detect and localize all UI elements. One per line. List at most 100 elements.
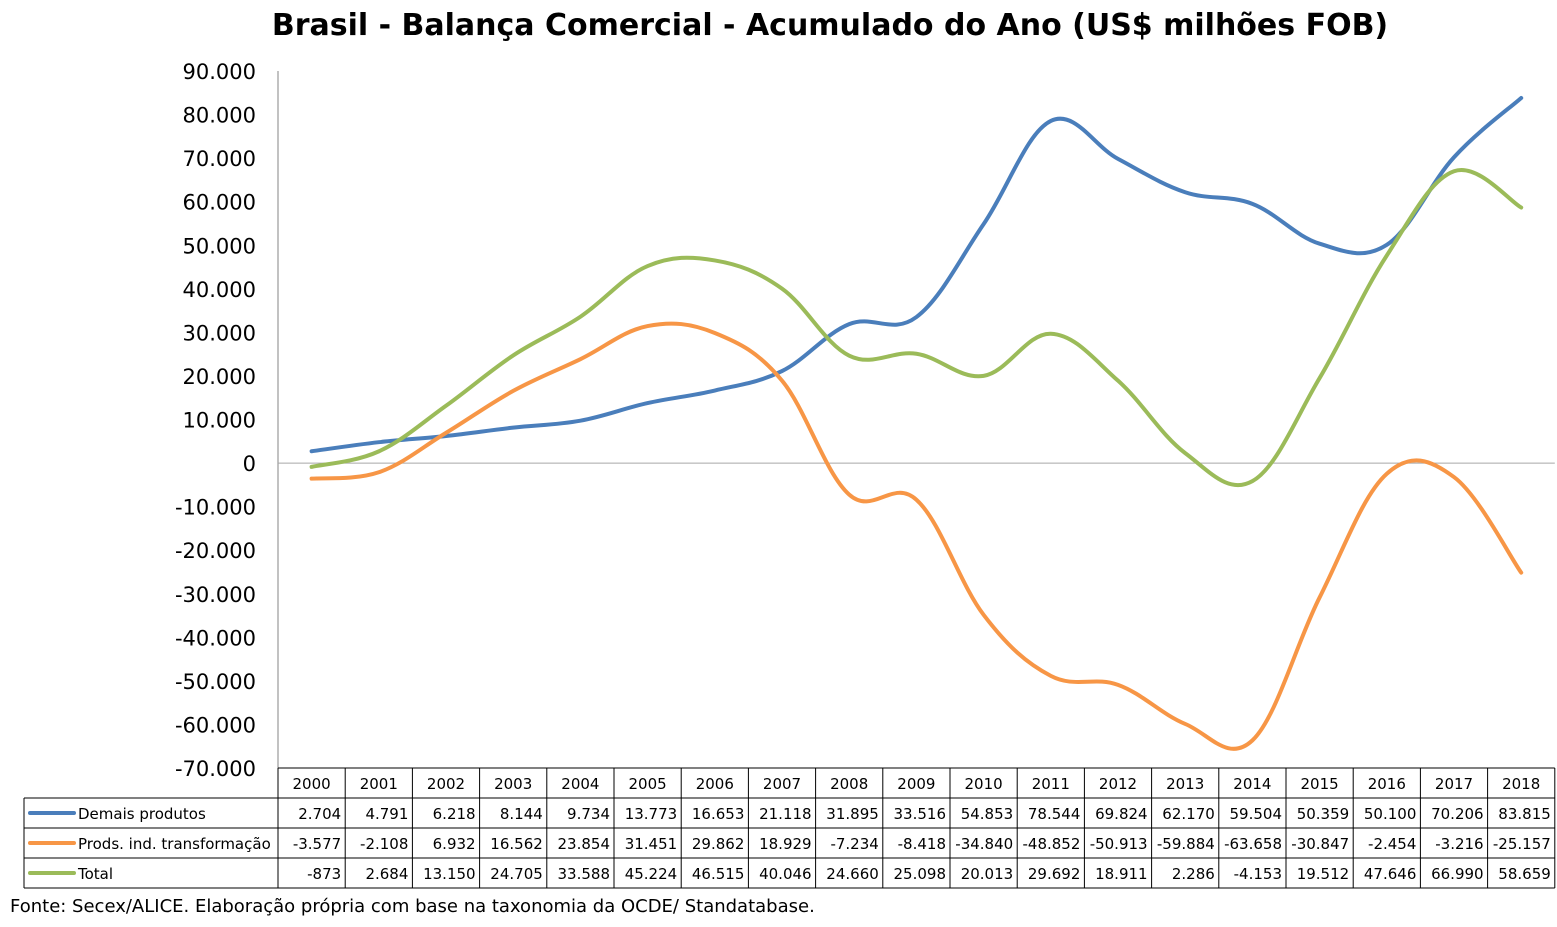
data-label: 23.854 xyxy=(558,835,611,853)
x-tick-label: 2016 xyxy=(1368,775,1406,793)
data-label: 47.646 xyxy=(1364,865,1417,883)
data-label: -25.157 xyxy=(1493,835,1551,853)
x-tick-label: 2013 xyxy=(1166,775,1204,793)
series-line-total xyxy=(309,168,1524,488)
data-label: 20.013 xyxy=(961,865,1014,883)
data-label: 45.224 xyxy=(625,865,678,883)
data-label: -30.847 xyxy=(1291,835,1349,853)
data-label: -4.153 xyxy=(1234,865,1282,883)
x-tick-label: 2000 xyxy=(293,775,331,793)
x-tick-label: 2006 xyxy=(696,775,734,793)
data-label: -34.840 xyxy=(955,835,1013,853)
y-tick-label: -70.000 xyxy=(175,757,256,781)
y-tick-label: -60.000 xyxy=(175,713,256,737)
data-label: 13.773 xyxy=(625,805,678,823)
data-label: 25.098 xyxy=(894,865,947,883)
y-tick-label: -30.000 xyxy=(175,583,256,607)
data-label: 18.911 xyxy=(1095,865,1148,883)
x-tick-label: 2017 xyxy=(1435,775,1473,793)
x-tick-label: 2018 xyxy=(1502,775,1540,793)
y-tick-label: -20.000 xyxy=(175,539,256,563)
data-label: -48.852 xyxy=(1022,835,1080,853)
data-label: 78.544 xyxy=(1028,805,1081,823)
data-label: 29.692 xyxy=(1028,865,1081,883)
data-label: -2.108 xyxy=(360,835,408,853)
data-label: 33.516 xyxy=(894,805,947,823)
data-label: 6.218 xyxy=(433,805,476,823)
data-label: 4.791 xyxy=(365,805,408,823)
x-tick-label: 2008 xyxy=(830,775,868,793)
y-tick-label: -50.000 xyxy=(175,670,256,694)
data-label: 18.929 xyxy=(759,835,812,853)
x-tick-label: 2007 xyxy=(763,775,801,793)
data-label: -873 xyxy=(307,865,341,883)
data-label: 9.734 xyxy=(567,805,610,823)
x-tick-label: 2009 xyxy=(897,775,935,793)
y-tick-label: 10.000 xyxy=(183,409,256,433)
x-tick-label: 2011 xyxy=(1032,775,1070,793)
data-label: 40.046 xyxy=(759,865,812,883)
data-label: 70.206 xyxy=(1431,805,1484,823)
data-label: 46.515 xyxy=(692,865,745,883)
y-tick-label: -10.000 xyxy=(175,496,256,520)
data-label: 62.170 xyxy=(1162,805,1215,823)
x-tick-label: 2001 xyxy=(360,775,398,793)
data-label: -59.884 xyxy=(1157,835,1215,853)
lines-layer xyxy=(309,95,1524,751)
legend-label: Prods. ind. transformação xyxy=(78,835,271,853)
y-tick-label: -40.000 xyxy=(175,626,256,650)
data-label: -2.454 xyxy=(1368,835,1416,853)
data-label: 31.895 xyxy=(826,805,879,823)
y-tick-label: 0 xyxy=(243,452,256,476)
x-tick-label: 2003 xyxy=(494,775,532,793)
data-label: 24.660 xyxy=(826,865,879,883)
data-label: 16.653 xyxy=(692,805,745,823)
data-label: 8.144 xyxy=(500,805,543,823)
y-tick-label: 40.000 xyxy=(183,278,256,302)
y-tick-label: 80.000 xyxy=(183,104,256,128)
x-tick-label: 2015 xyxy=(1301,775,1339,793)
y-tick-label: 70.000 xyxy=(183,147,256,171)
y-tick-label: 20.000 xyxy=(183,365,256,389)
data-label: 69.824 xyxy=(1095,805,1148,823)
data-label: 21.118 xyxy=(759,805,812,823)
data-label: -3.577 xyxy=(293,835,341,853)
y-tick-label: 90.000 xyxy=(183,60,256,84)
y-tick-label: 60.000 xyxy=(183,191,256,215)
x-tick-label: 2012 xyxy=(1099,775,1137,793)
x-tick-label: 2005 xyxy=(629,775,667,793)
data-label: 54.853 xyxy=(961,805,1014,823)
data-label: 29.862 xyxy=(692,835,745,853)
axes-layer: 90.000 80.000 70.000 60.000 50.000 40.000 30.0… xyxy=(175,60,1555,781)
data-table: 2000 2001 2002 2003 2004 2005 2006 2007 2008 2009… xyxy=(23,767,1556,889)
data-label: 24.705 xyxy=(490,865,543,883)
data-label: -50.913 xyxy=(1090,835,1148,853)
series-line-demais-produtos xyxy=(309,95,1524,454)
data-label: 16.562 xyxy=(490,835,543,853)
legend-label: Total xyxy=(77,865,113,883)
data-label: -7.234 xyxy=(830,835,878,853)
series-line-prods-ind-transforma-o xyxy=(309,321,1524,751)
data-label: 58.659 xyxy=(1498,865,1551,883)
data-label: 66.990 xyxy=(1431,865,1484,883)
data-label: -63.658 xyxy=(1224,835,1282,853)
x-tick-label: 2014 xyxy=(1233,775,1271,793)
data-label: 19.512 xyxy=(1297,865,1350,883)
data-label: -3.216 xyxy=(1435,835,1483,853)
data-label: 33.588 xyxy=(558,865,611,883)
data-label: 6.932 xyxy=(433,835,476,853)
data-label: -8.418 xyxy=(898,835,946,853)
data-label: 50.100 xyxy=(1364,805,1417,823)
y-tick-label: 30.000 xyxy=(183,321,256,345)
x-tick-label: 2010 xyxy=(965,775,1003,793)
data-label: 2.704 xyxy=(298,805,341,823)
data-label: 13.150 xyxy=(423,865,476,883)
data-label: 2.684 xyxy=(365,865,408,883)
x-tick-label: 2004 xyxy=(561,775,599,793)
data-label: 2.286 xyxy=(1172,865,1215,883)
data-label: 50.359 xyxy=(1297,805,1350,823)
legend-label: Demais produtos xyxy=(78,805,206,823)
data-label: 31.451 xyxy=(625,835,678,853)
data-label: 59.504 xyxy=(1230,805,1283,823)
